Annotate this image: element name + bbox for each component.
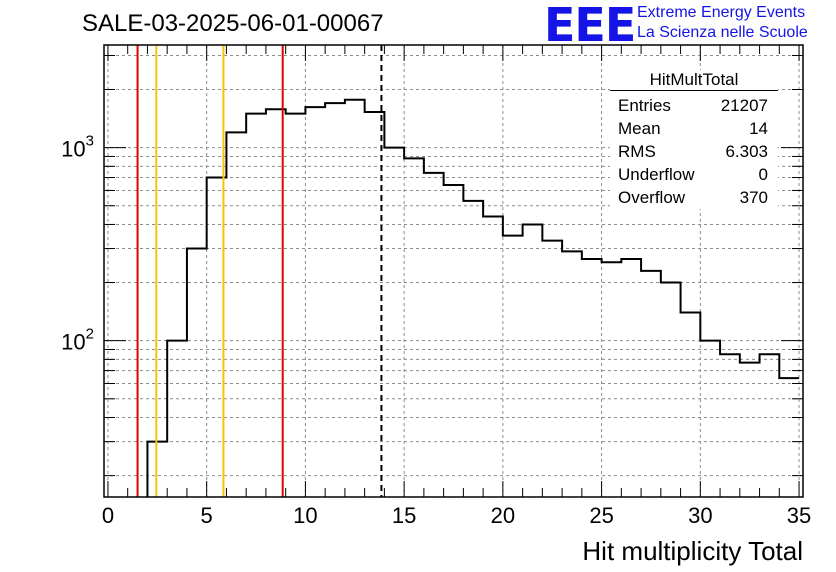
y-tick-mantissa: 10 [61,330,85,355]
stats-value: 370 [740,186,768,209]
x-tick-label: 10 [293,503,317,528]
stats-row: Entries 21207 [610,94,778,117]
stats-row: Underflow 0 [610,163,778,186]
stats-label: Entries [618,94,671,117]
x-tick-label: 30 [688,503,712,528]
y-tick-exponent: 2 [86,326,94,343]
stats-row: Mean 14 [610,117,778,140]
x-axis-title: Hit multiplicity Total [582,536,803,566]
x-tick-label: 0 [102,503,114,528]
stats-title: HitMultTotal [610,70,778,91]
stats-value: 6.303 [725,140,768,163]
stats-box: HitMultTotal Entries 21207 Mean 14 RMS 6.303 U… [610,70,778,209]
x-tick-label: 20 [491,503,515,528]
x-tick-label: 5 [201,503,213,528]
y-tick-mantissa: 10 [61,137,85,162]
y-tick-label: 103 [61,133,94,162]
stats-rows: Entries 21207 Mean 14 RMS 6.303 Underflow 0 Over… [610,94,778,209]
stats-label: Underflow [618,163,695,186]
stats-label: Mean [618,117,661,140]
stats-label: RMS [618,140,656,163]
x-tick-label: 15 [392,503,416,528]
stats-value: 0 [759,163,768,186]
y-tick-label: 102 [61,326,94,355]
y-tick-exponent: 3 [86,133,94,150]
x-tick-label: 25 [589,503,613,528]
stats-value: 14 [749,117,768,140]
stats-row: Overflow 370 [610,186,778,209]
stats-label: Overflow [618,186,685,209]
stats-row: RMS 6.303 [610,140,778,163]
stats-value: 21207 [721,94,768,117]
x-tick-label: 35 [787,503,811,528]
